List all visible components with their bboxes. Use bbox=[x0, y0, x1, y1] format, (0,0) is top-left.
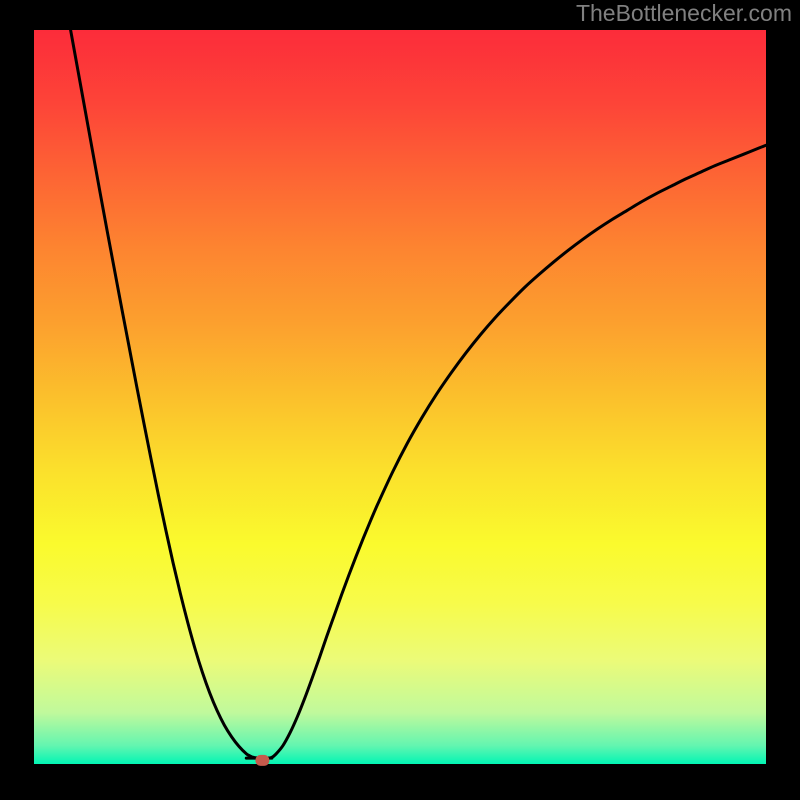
chart-container: TheBottlenecker.com bbox=[0, 0, 800, 800]
minimum-marker bbox=[255, 755, 269, 766]
plot-background bbox=[34, 30, 766, 764]
watermark-text: TheBottlenecker.com bbox=[576, 0, 792, 27]
chart-svg bbox=[0, 0, 800, 800]
